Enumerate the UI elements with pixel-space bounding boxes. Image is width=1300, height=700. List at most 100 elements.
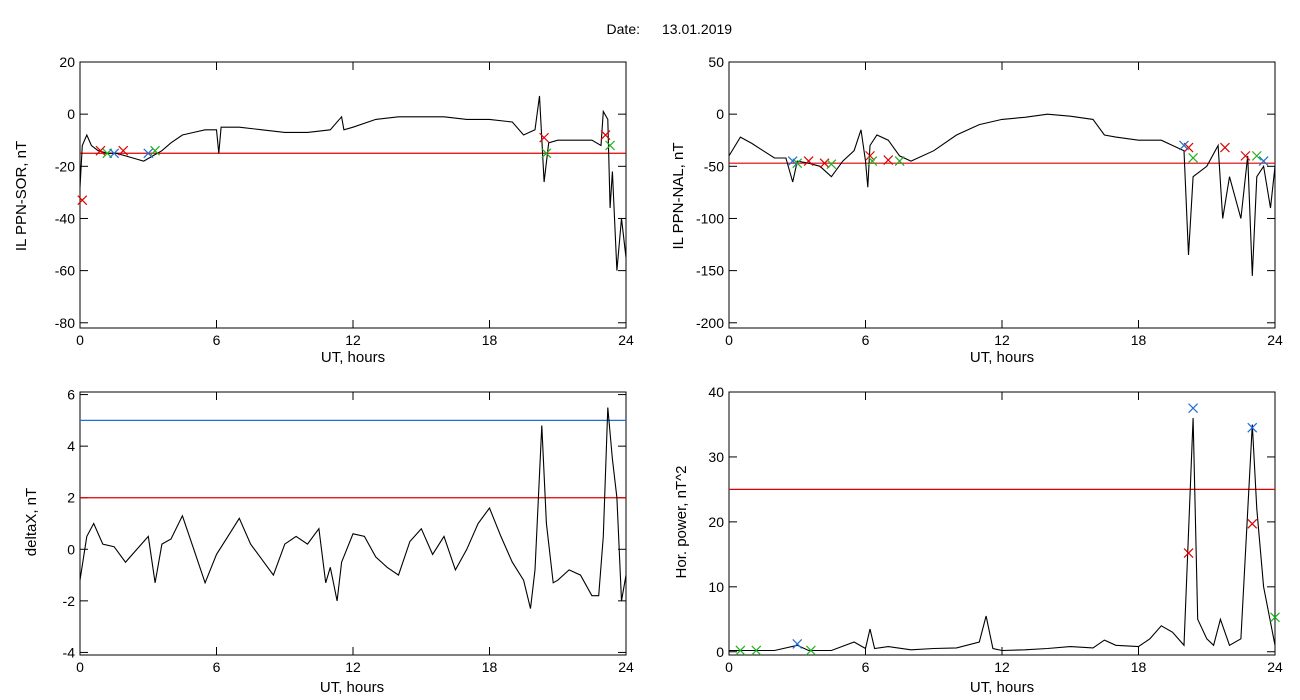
x-tick-label: 0: [76, 659, 84, 675]
date-value: 13.01.2019: [662, 21, 732, 37]
x-tick-label: 12: [994, 659, 1010, 675]
marker-blue: [143, 148, 154, 159]
x-tick-label: 0: [725, 332, 733, 348]
ylabel-top-right: IL PPN-NAL, nT: [670, 143, 687, 250]
marker-green: [751, 645, 762, 656]
series-line: [79, 95, 627, 271]
y-tick-label: -80: [55, 315, 75, 331]
x-tick-label: 18: [482, 659, 498, 675]
plot-area-top-right: 0 6 12 18 24 50 0 -50 -100 -150 -200: [696, 54, 1283, 348]
y-tick-label: 50: [708, 54, 724, 70]
marker-red: [883, 155, 894, 165]
x-tick-label: 24: [618, 659, 634, 675]
xlabel-top-left: UT, hours: [321, 349, 385, 366]
ylabel-bottom-left: deltaX, nT: [23, 488, 40, 556]
y-tick-label: -40: [55, 210, 75, 226]
xlabel-bottom-right: UT, hours: [970, 679, 1034, 696]
chart-panel-bottom-right: Hor. power, nT^2 UT, hours: [673, 466, 1034, 696]
xlabel-bottom-left: UT, hours: [320, 679, 384, 696]
chart-panel-top-right: IL PPN-NAL, nT UT, hours: [670, 143, 1034, 366]
y-tick-label: 40: [708, 384, 724, 400]
marker-green: [805, 645, 816, 656]
y-tick-label: 20: [59, 54, 75, 70]
series-line: [79, 407, 627, 609]
marker-green: [826, 159, 837, 170]
x-tick-label: 24: [1267, 659, 1283, 675]
y-tick-label: 20: [708, 514, 724, 530]
marker-blue: [1188, 403, 1199, 414]
y-tick-label: -150: [696, 263, 724, 279]
y-tick-label: -20: [55, 158, 75, 174]
chart-panel-top-left: IL PPN-SOR, nT UT, hours: [13, 141, 385, 366]
marker-blue: [1179, 140, 1189, 151]
x-tick-label: 0: [76, 332, 84, 348]
x-tick-label: 18: [482, 332, 498, 348]
chart-panel-bottom-left: deltaX, nT UT, hours: [23, 488, 384, 696]
x-tick-label: 6: [862, 332, 870, 348]
y-tick-label: -60: [55, 263, 75, 279]
marker-green: [150, 145, 160, 156]
plot-frame: [79, 61, 627, 329]
marker-red: [1247, 518, 1258, 529]
x-tick-label: 0: [725, 659, 733, 675]
x-tick-label: 12: [345, 659, 361, 675]
marker-green: [867, 156, 878, 167]
marker-green: [735, 645, 746, 656]
plot-area-bottom-right: 0 6 12 18 24 40 30 20 10 0: [708, 384, 1283, 675]
plot-frame: [728, 61, 1276, 329]
marker-red: [539, 132, 550, 143]
y-tick-label: -50: [704, 158, 724, 174]
plot-area-bottom-left: 0 6 12 18 24 6 4 2 0 -2 -4: [63, 387, 634, 675]
y-tick-label: -100: [696, 210, 724, 226]
x-tick-label: 6: [862, 659, 870, 675]
x-tick-label: 18: [1131, 332, 1147, 348]
x-tick-label: 12: [994, 332, 1010, 348]
y-tick-label: 4: [67, 438, 75, 454]
y-tick-label: 30: [708, 449, 724, 465]
marker-blue: [109, 148, 120, 159]
marker-blue: [1247, 422, 1258, 433]
marker-green: [1270, 612, 1280, 623]
marker-blue: [787, 156, 798, 167]
marker-red: [803, 156, 814, 167]
ylabel-bottom-right: Hor. power, nT^2: [673, 466, 690, 579]
xlabel-top-right: UT, hours: [970, 349, 1034, 366]
y-tick-label: 6: [67, 387, 75, 403]
y-tick-label: 2: [67, 490, 75, 506]
x-tick-label: 6: [213, 659, 221, 675]
marker-blue: [1258, 156, 1269, 167]
y-tick-label: -2: [63, 593, 76, 609]
series-line: [728, 113, 1276, 276]
marker-blue: [792, 639, 803, 649]
x-tick-label: 12: [345, 332, 361, 348]
marker-red: [1240, 150, 1251, 161]
marker-red: [1220, 142, 1230, 153]
y-tick-label: 0: [716, 106, 724, 122]
marker-green: [541, 148, 552, 159]
marker-red: [95, 145, 106, 156]
y-tick-label: -200: [696, 315, 724, 331]
ylabel-top-left: IL PPN-SOR, nT: [13, 141, 30, 251]
y-tick-label: 0: [716, 644, 724, 660]
marker-green: [1188, 153, 1199, 163]
marker-red: [865, 150, 875, 161]
marker-green: [894, 156, 905, 167]
y-tick-label: 10: [708, 579, 724, 595]
date-label: Date:: [607, 21, 640, 37]
marker-red: [77, 195, 88, 206]
marker-red: [1183, 548, 1194, 558]
plot-area-top-left: 0 6 12 18 24 20 0 -20 -40 -60 -80: [55, 54, 634, 348]
series-line: [729, 417, 1276, 652]
x-tick-label: 24: [1267, 332, 1283, 348]
x-tick-label: 24: [618, 332, 634, 348]
x-tick-label: 18: [1131, 659, 1147, 675]
plot-frame: [79, 391, 627, 656]
y-tick-label: 0: [67, 106, 75, 122]
marker-red: [600, 130, 611, 140]
marker-green: [1251, 150, 1262, 161]
marker-green: [605, 140, 615, 151]
x-tick-label: 6: [213, 332, 221, 348]
y-tick-label: 0: [67, 541, 75, 557]
marker-red: [118, 145, 129, 156]
